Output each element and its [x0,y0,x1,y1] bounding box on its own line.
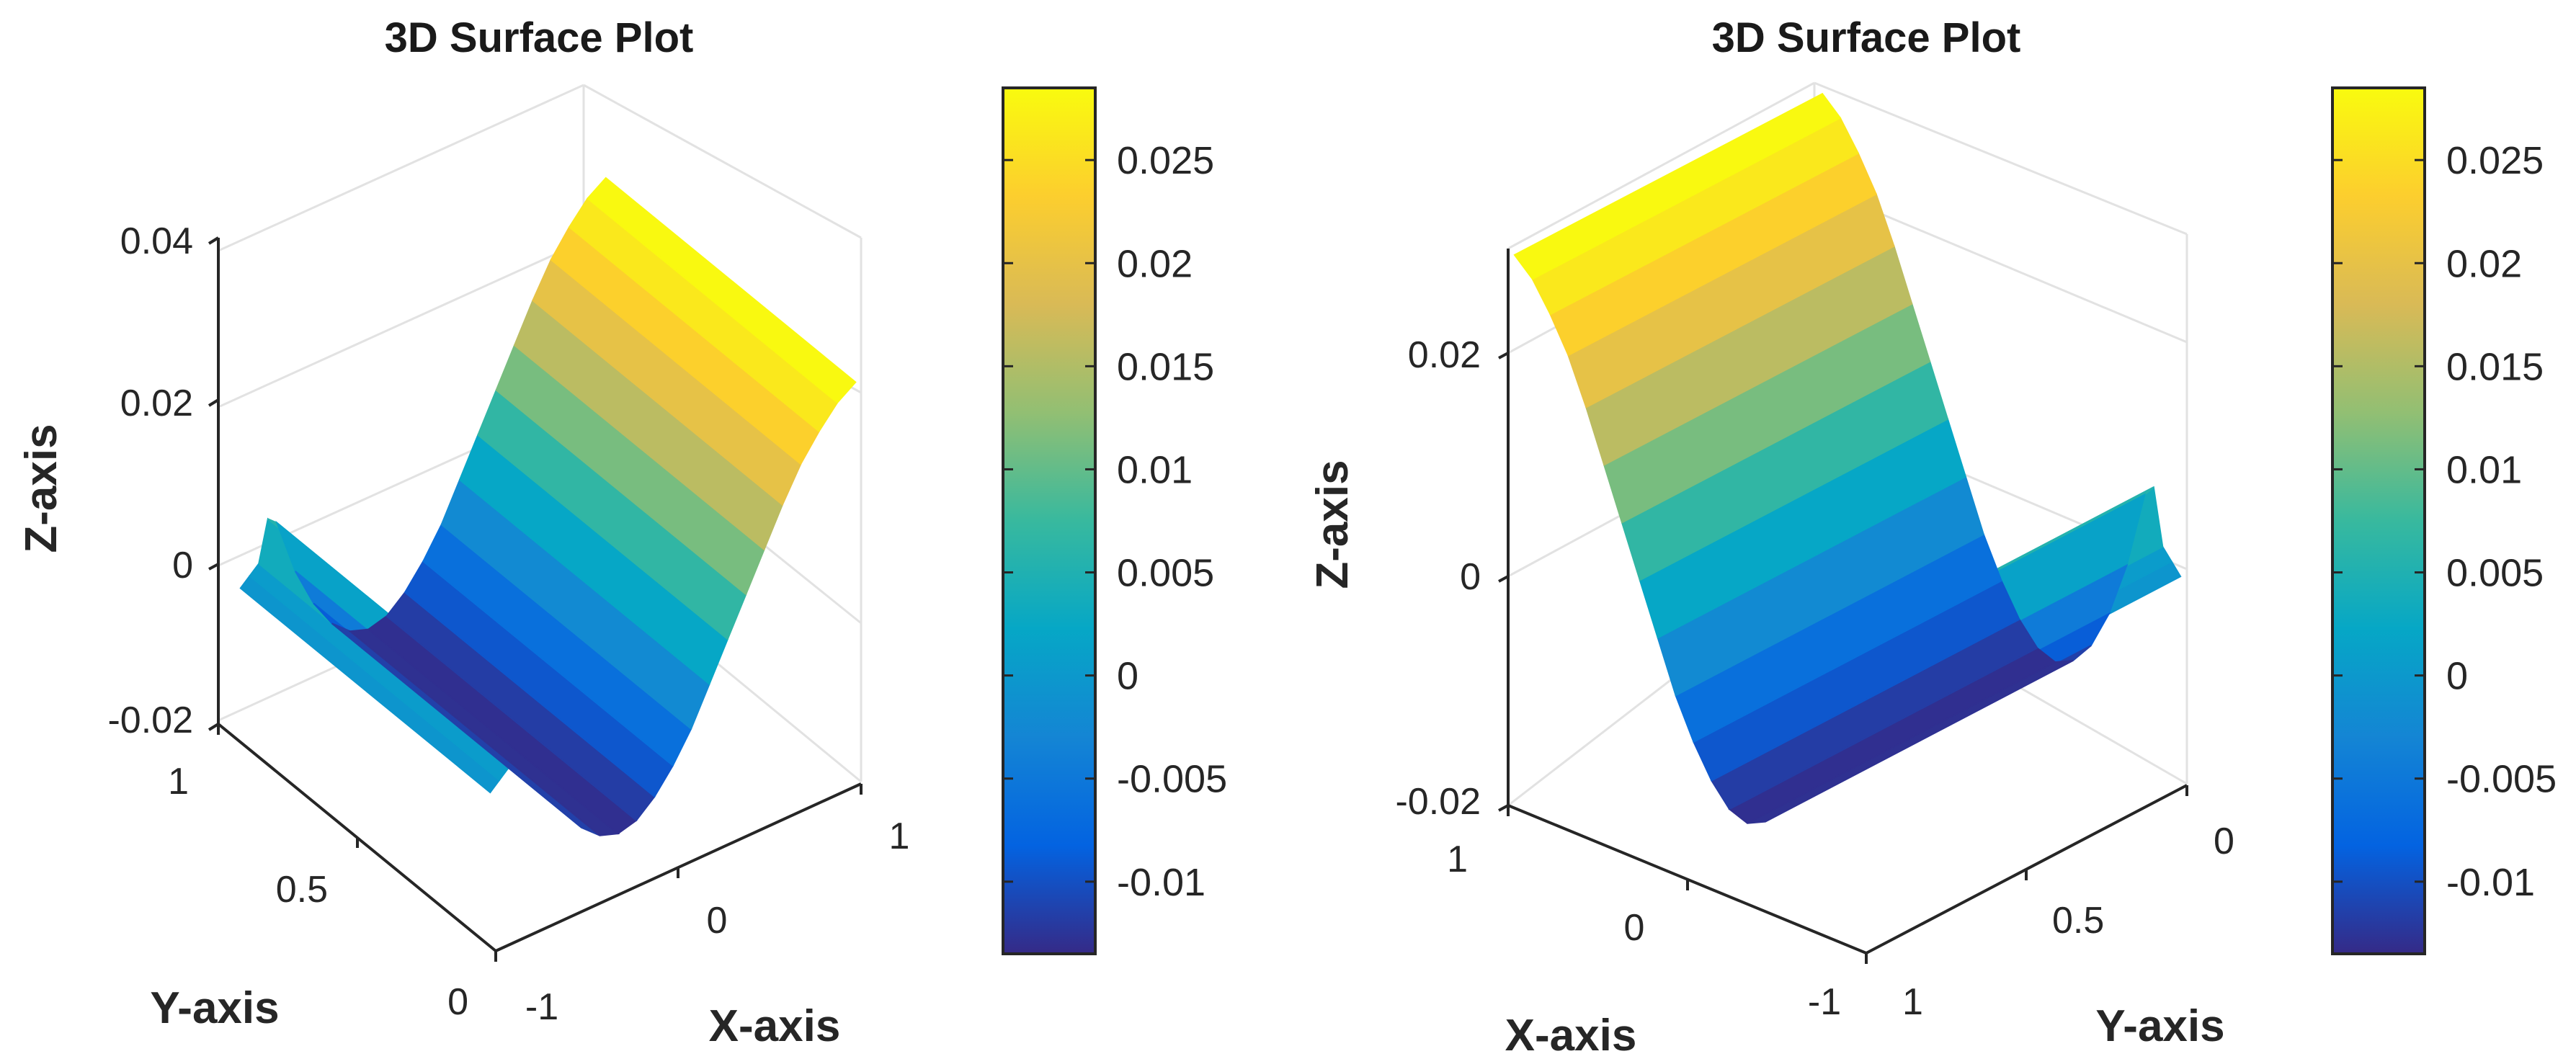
colorbar-gradient [1003,88,1095,954]
right-colorbar: 0.025 0.02 0.015 0.01 0.005 0 -0.005 -0.01 [2331,86,2557,955]
right-z-tick: 0 [1460,556,1481,598]
surface-strip [1513,92,1842,280]
right-y-tick: 0.5 [2052,900,2104,942]
colorbar-tick-label: 0.005 [2446,552,2544,595]
left-x-tick: 1 [889,816,910,857]
right-z-tick: 0.02 [1408,334,1481,376]
colorbar-tick-label: 0.01 [2446,448,2522,491]
right-axes [1498,249,2188,964]
right-x-tick: 0 [1624,907,1645,949]
colorbar-tick-label: 0.02 [1117,242,1193,285]
colorbar-frame [1002,86,1097,955]
right-surface [1513,92,2182,824]
left-surface [239,176,857,836]
left-y-tick: 0.5 [276,869,328,911]
colorbar-gradient [2332,88,2425,954]
colorbar-frame [2331,86,2426,955]
right-x-tick: -1 [1808,981,1841,1023]
left-plot: 3D Surface Plot [17,14,1227,1051]
surface-strip [587,176,857,404]
right-x-axis-label: X-axis [1505,1011,1637,1059]
left-x-axis-label: X-axis [709,1001,841,1051]
left-y-axis-label: Y-axis [150,983,279,1033]
left-axes [208,236,863,962]
colorbar-tick-label: 0.005 [1117,552,1214,595]
left-x-tick: 0 [707,900,728,942]
right-x-tick: 1 [1447,839,1468,880]
left-plot-title: 3D Surface Plot [385,14,694,61]
left-z-tick: 0.02 [120,383,193,424]
colorbar-tick-label: 0.025 [2446,139,2544,182]
right-z-axis-label: Z-axis [1308,460,1358,589]
right-y-tick: 1 [1902,981,1923,1023]
colorbar-tick-label: -0.01 [1117,861,1205,904]
colorbar-tick-label: -0.01 [2446,861,2535,904]
left-z-tick: 0.04 [120,220,193,262]
colorbar-tick-label: 0.025 [1117,139,1214,182]
colorbar-tick-label: 0 [1117,655,1138,698]
left-z-tick: 0 [172,545,193,586]
left-z-axis-label: Z-axis [17,424,66,553]
colorbar-tick-label: 0.02 [2446,242,2522,285]
colorbar-tick-label: -0.005 [2446,758,2557,801]
right-y-axis-label: Y-axis [2095,1001,2224,1051]
right-y-tick: 0 [2214,821,2234,862]
colorbar-tick-label: 0.01 [1117,448,1193,491]
colorbar-tick-label: 0 [2446,655,2468,698]
colorbar-tick-label: -0.005 [1117,758,1227,801]
colorbar-tick-label: 0.015 [1117,345,1214,388]
right-plot-title: 3D Surface Plot [1712,14,2021,61]
colorbar-tick-label: 0.015 [2446,345,2544,388]
left-y-tick: 0 [447,981,468,1023]
left-z-tick: -0.02 [107,700,193,741]
right-plot: 3D Surface Plot [1308,14,2557,1059]
left-x-tick: -1 [525,986,558,1028]
left-y-tick: 1 [168,761,189,803]
left-colorbar: 0.025 0.02 0.015 0.01 0.005 0 -0.005 -0.01 [1002,86,1227,955]
right-z-tick: -0.02 [1395,781,1481,823]
